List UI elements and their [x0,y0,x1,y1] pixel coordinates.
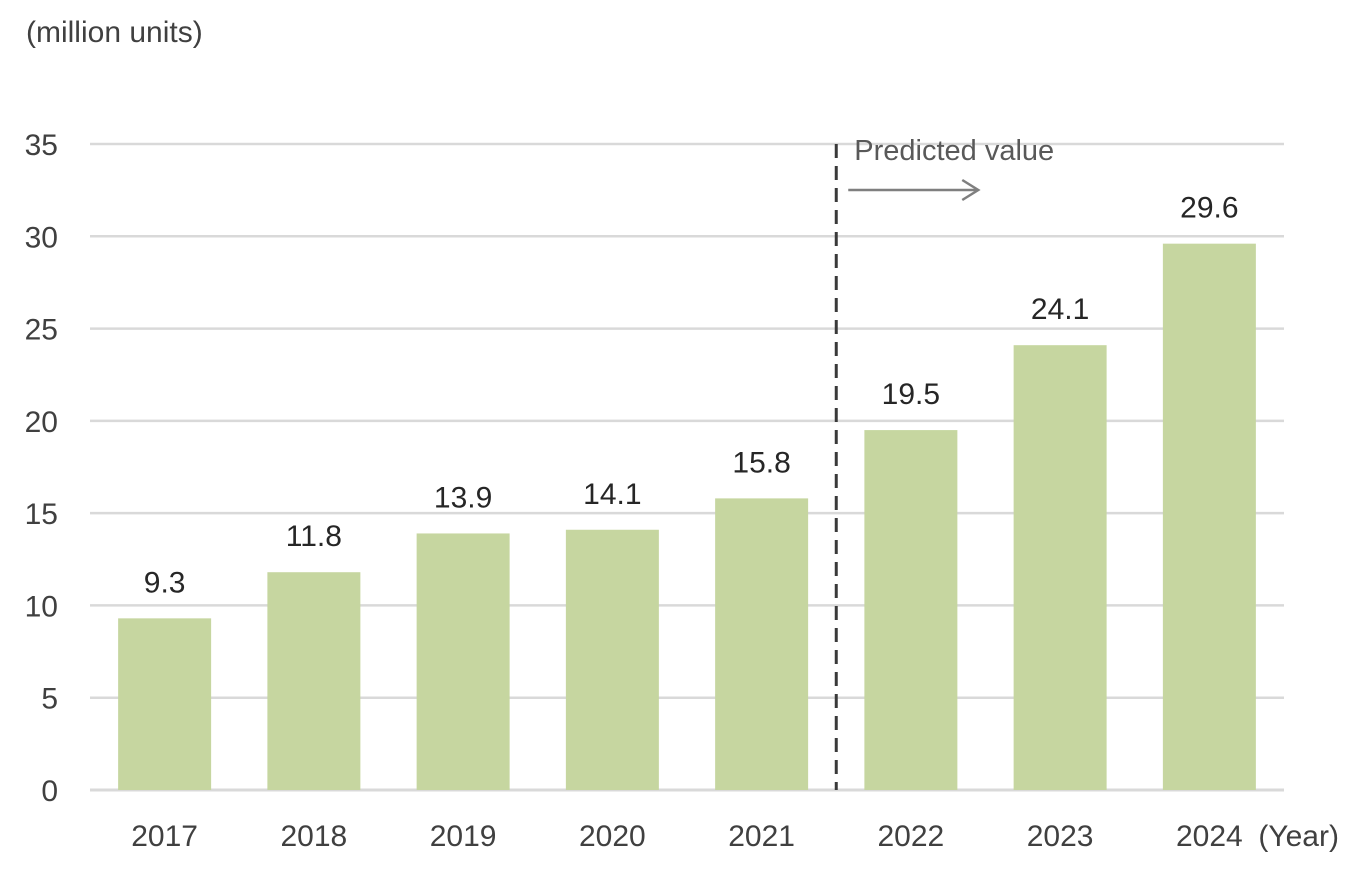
data-label: 29.6 [1180,192,1238,225]
data-label: 14.1 [583,478,641,511]
data-labels: 9.3 11.8 13.9 14.1 15.8 19.5 24.1 29.6 [144,192,1239,600]
x-tick-label: 2020 [579,820,646,853]
y-tick-label: 15 [25,498,58,531]
data-label: 15.8 [732,446,790,479]
x-tick-label: 2017 [131,820,198,853]
x-axis-ticks: 2017 2018 2019 2020 2021 2022 2023 2024 [131,820,1243,853]
y-tick-label: 35 [25,129,58,162]
bar [565,529,659,790]
y-axis-label: (million units) [26,16,203,49]
x-tick-label: 2024 [1176,820,1243,853]
y-tick-label: 0 [41,775,58,808]
predicted-value-annotation: Predicted value [854,135,1054,167]
bars [118,243,1256,790]
x-tick-label: 2023 [1027,820,1094,853]
bar [715,498,809,790]
bar [416,533,510,790]
x-tick-label: 2022 [878,820,945,853]
data-label: 11.8 [286,520,342,553]
y-tick-label: 10 [25,590,58,623]
x-tick-label: 2021 [728,820,795,853]
y-tick-label: 20 [25,406,58,439]
y-axis-ticks: 0 5 10 15 20 25 30 35 [25,129,58,808]
y-tick-label: 25 [25,314,58,347]
bar [267,572,361,790]
predicted-arrow-icon [848,178,981,202]
x-axis-label: (Year) [1258,820,1339,853]
data-label: 9.3 [144,566,186,599]
x-tick-label: 2019 [430,820,497,853]
y-tick-label: 30 [25,221,58,254]
y-tick-label: 5 [41,683,58,716]
data-label: 24.1 [1031,293,1089,326]
bar [864,430,958,790]
data-label: 19.5 [882,378,940,411]
data-label: 13.9 [434,481,492,514]
x-tick-label: 2018 [281,820,348,853]
bar [1013,345,1107,790]
bar [1162,243,1256,790]
bar [118,618,212,790]
